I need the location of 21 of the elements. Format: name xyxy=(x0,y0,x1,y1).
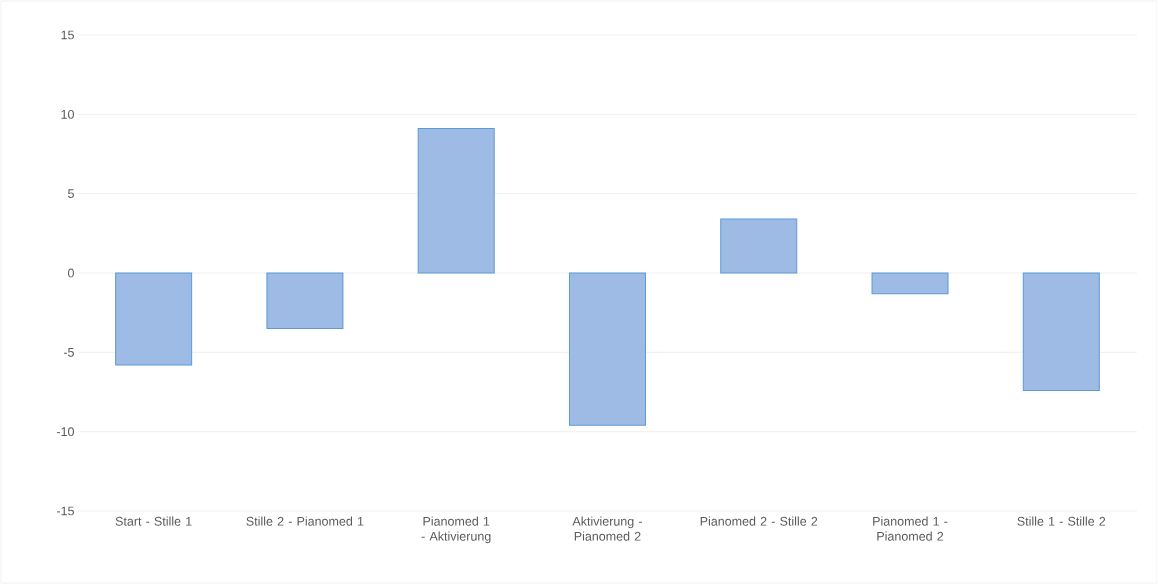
y-tick-label: 15 xyxy=(61,30,74,40)
y-tick-label: 5 xyxy=(68,189,74,199)
y-tick-label: -15 xyxy=(56,506,74,516)
bar xyxy=(1022,272,1100,391)
bar xyxy=(266,272,344,330)
y-tick-label: -5 xyxy=(63,347,74,357)
bar xyxy=(568,272,646,426)
bar xyxy=(417,128,495,274)
x-tick-label: Pianomed 2 - Stille 2 xyxy=(700,516,818,526)
x-tick-label: Stille 2 - Pianomed 1 xyxy=(246,516,364,526)
bar xyxy=(871,272,949,295)
x-tick-label: Aktivierung - Pianomed 2 xyxy=(572,516,642,541)
bar xyxy=(720,218,798,274)
y-tick-label: 10 xyxy=(61,109,74,119)
y-tick-label: -10 xyxy=(56,427,74,437)
x-tick-label: Pianomed 1 - Pianomed 2 xyxy=(873,516,948,541)
bar xyxy=(115,272,193,366)
y-tick-label: 0 xyxy=(68,268,74,278)
x-tick-label: Stille 1 - Stille 2 xyxy=(1017,516,1106,526)
x-tick-label: Start - Stille 1 xyxy=(115,516,192,526)
x-tick-label: Pianomed 1 - Aktivierung xyxy=(421,516,491,544)
